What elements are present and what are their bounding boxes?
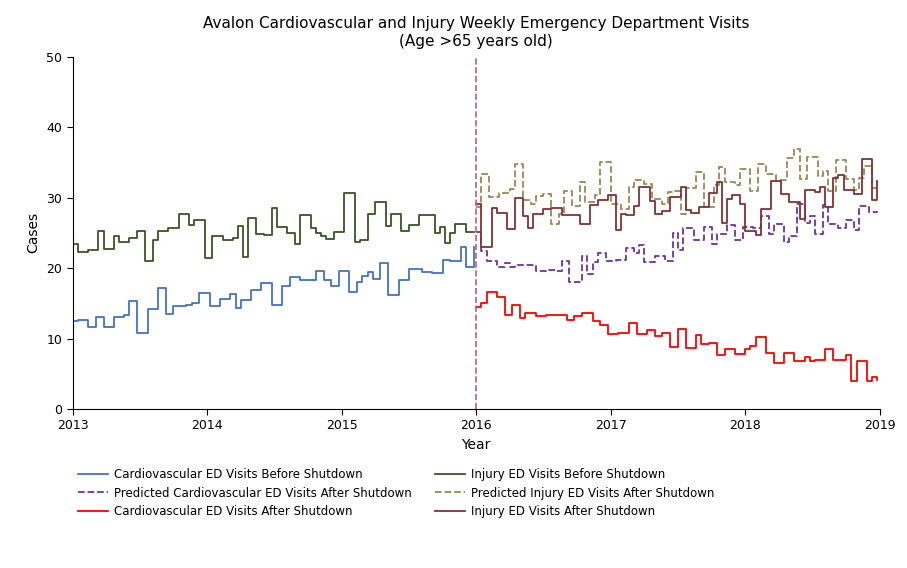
- Line: Predicted Cardiovascular ED Visits After Shutdown: Predicted Cardiovascular ED Visits After…: [476, 204, 877, 282]
- Injury ED Visits After Shutdown: [574, 220, 585, 227]
- Injury ED Visits After Shutdown: [872, 178, 883, 185]
- Line: Injury ED Visits After Shutdown: Injury ED Visits After Shutdown: [476, 158, 877, 247]
- Cardiovascular ED Visits Before Shutdown: [132, 329, 142, 336]
- Line: Cardiovascular ED Visits Before Shutdown: Cardiovascular ED Visits Before Shutdown: [73, 247, 473, 333]
- Injury ED Visits After Shutdown: [796, 215, 807, 222]
- Cardiovascular ED Visits Before Shutdown: [67, 318, 78, 324]
- Cardiovascular ED Visits After Shutdown: [796, 358, 807, 365]
- Cardiovascular ED Visits After Shutdown: [574, 312, 585, 319]
- Injury ED Visits Before Shutdown: [307, 225, 318, 232]
- Predicted Cardiovascular ED Visits After Shutdown: [471, 229, 482, 236]
- Injury ED Visits Before Shutdown: [67, 241, 78, 248]
- Injury ED Visits Before Shutdown: [140, 258, 151, 265]
- Predicted Injury ED Visits After Shutdown: [789, 145, 800, 152]
- Cardiovascular ED Visits After Shutdown: [711, 352, 722, 358]
- Injury ED Visits Before Shutdown: [219, 237, 230, 244]
- Predicted Cardiovascular ED Visits After Shutdown: [750, 224, 761, 231]
- X-axis label: Year: Year: [462, 438, 491, 452]
- Line: Injury ED Visits Before Shutdown: Injury ED Visits Before Shutdown: [73, 193, 473, 261]
- Cardiovascular ED Visits Before Shutdown: [393, 277, 404, 284]
- Injury ED Visits After Shutdown: [856, 155, 867, 162]
- Legend: Cardiovascular ED Visits Before Shutdown, Predicted Cardiovascular ED Visits Aft: Cardiovascular ED Visits Before Shutdown…: [79, 467, 714, 519]
- Predicted Cardiovascular ED Visits After Shutdown: [623, 245, 634, 252]
- Cardiovascular ED Visits After Shutdown: [750, 333, 761, 340]
- Predicted Cardiovascular ED Visits After Shutdown: [639, 258, 649, 265]
- Title: Avalon Cardiovascular and Injury Weekly Emergency Department Visits
(Age >65 yea: Avalon Cardiovascular and Injury Weekly …: [203, 16, 749, 49]
- Cardiovascular ED Visits After Shutdown: [471, 303, 482, 310]
- Cardiovascular ED Visits Before Shutdown: [235, 296, 246, 303]
- Predicted Cardiovascular ED Visits After Shutdown: [564, 279, 575, 286]
- Predicted Injury ED Visits After Shutdown: [639, 181, 649, 188]
- Cardiovascular ED Visits After Shutdown: [639, 331, 649, 338]
- Predicted Cardiovascular ED Visits After Shutdown: [872, 207, 883, 214]
- Predicted Cardiovascular ED Visits After Shutdown: [574, 278, 585, 285]
- Injury ED Visits Before Shutdown: [395, 228, 406, 235]
- Injury ED Visits Before Shutdown: [339, 190, 350, 197]
- Predicted Injury ED Visits After Shutdown: [471, 203, 482, 210]
- Injury ED Visits After Shutdown: [623, 211, 634, 218]
- Injury ED Visits Before Shutdown: [235, 223, 246, 229]
- Y-axis label: Cases: Cases: [26, 212, 41, 253]
- Predicted Injury ED Visits After Shutdown: [546, 220, 557, 227]
- Cardiovascular ED Visits Before Shutdown: [219, 295, 230, 302]
- Injury ED Visits Before Shutdown: [468, 228, 479, 235]
- Predicted Injury ED Visits After Shutdown: [711, 182, 722, 189]
- Cardiovascular ED Visits After Shutdown: [846, 377, 857, 384]
- Cardiovascular ED Visits After Shutdown: [623, 319, 634, 326]
- Predicted Injury ED Visits After Shutdown: [799, 176, 810, 182]
- Cardiovascular ED Visits After Shutdown: [872, 377, 883, 384]
- Cardiovascular ED Visits Before Shutdown: [468, 244, 479, 250]
- Injury ED Visits Before Shutdown: [349, 239, 360, 245]
- Predicted Cardiovascular ED Visits After Shutdown: [711, 230, 722, 237]
- Injury ED Visits After Shutdown: [639, 183, 649, 190]
- Line: Predicted Injury ED Visits After Shutdown: Predicted Injury ED Visits After Shutdow…: [476, 149, 877, 224]
- Injury ED Visits After Shutdown: [476, 244, 487, 250]
- Cardiovascular ED Visits Before Shutdown: [346, 289, 357, 295]
- Cardiovascular ED Visits Before Shutdown: [307, 277, 318, 284]
- Predicted Cardiovascular ED Visits After Shutdown: [792, 201, 803, 207]
- Predicted Cardiovascular ED Visits After Shutdown: [799, 219, 810, 226]
- Predicted Injury ED Visits After Shutdown: [574, 178, 585, 185]
- Cardiovascular ED Visits After Shutdown: [481, 289, 492, 295]
- Predicted Injury ED Visits After Shutdown: [623, 184, 634, 191]
- Cardiovascular ED Visits Before Shutdown: [171, 302, 181, 309]
- Injury ED Visits Before Shutdown: [171, 224, 181, 231]
- Injury ED Visits After Shutdown: [471, 201, 482, 207]
- Injury ED Visits After Shutdown: [750, 232, 761, 239]
- Injury ED Visits After Shutdown: [711, 178, 722, 185]
- Predicted Injury ED Visits After Shutdown: [872, 185, 883, 191]
- Predicted Injury ED Visits After Shutdown: [750, 187, 761, 194]
- Line: Cardiovascular ED Visits After Shutdown: Cardiovascular ED Visits After Shutdown: [476, 292, 877, 381]
